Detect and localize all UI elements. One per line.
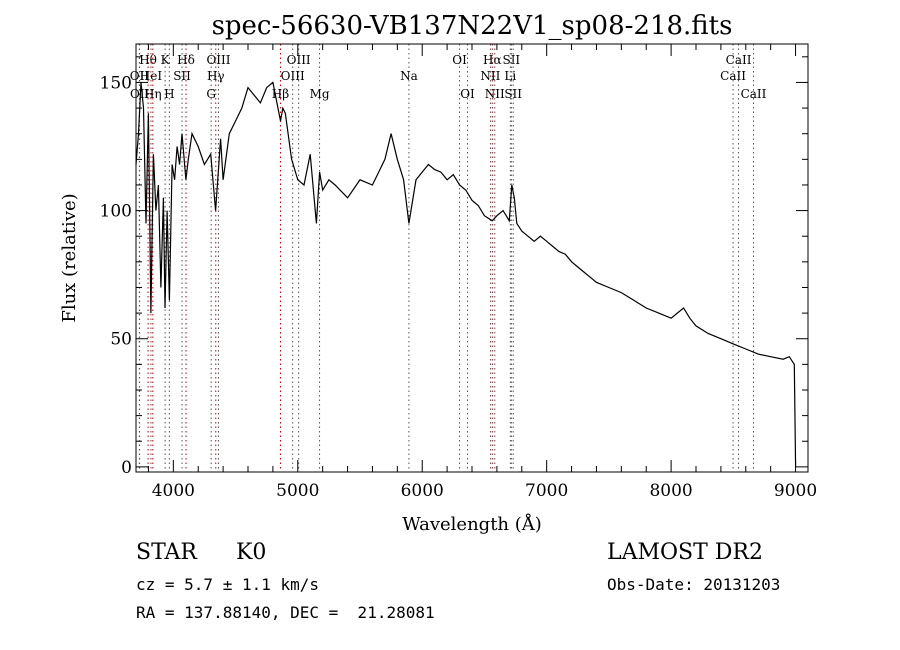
line-marker-label: OIII — [287, 53, 311, 67]
line-marker-label: Li — [504, 69, 516, 83]
y-tick-label: 0 — [121, 458, 132, 478]
spectrum-line — [135, 81, 797, 467]
line-marker-label: OIII — [281, 69, 305, 83]
x-tick-label: 4000 — [152, 481, 195, 501]
x-tick-label: 8000 — [649, 481, 692, 501]
y-tick-label: 150 — [100, 73, 132, 93]
x-axis: 4000 5000 6000 7000 8000 9000 — [147, 44, 817, 501]
line-marker-label: NII — [485, 87, 505, 101]
line-marker-label: G — [206, 87, 216, 101]
line-marker-label: NII — [480, 69, 500, 83]
redshift-readout: cz = 5.7 ± 1.1 km/s — [136, 575, 320, 594]
y-axis: 0 50 100 150 — [100, 56, 808, 478]
line-marker-label: H — [164, 87, 174, 101]
line-marker-label: HeI — [140, 69, 163, 83]
x-tick-label: 9000 — [774, 481, 817, 501]
coordinates-readout: RA = 137.88140, DEC = 21.28081 — [136, 603, 435, 622]
line-marker-label: SII — [173, 69, 191, 83]
line-marker-label: OII — [130, 87, 150, 101]
x-tick-label: 7000 — [525, 481, 568, 501]
line-marker-label: CaII — [741, 87, 767, 101]
line-marker-label: Hα — [483, 53, 502, 67]
plot-frame — [135, 43, 809, 473]
line-marker-label: Hγ — [207, 69, 225, 83]
line-marker-label: OI — [460, 87, 475, 101]
line-marker-label: Mg — [310, 87, 330, 101]
line-marker-label: SII — [504, 87, 522, 101]
line-marker-label: SII — [502, 53, 520, 67]
subclass-label: K0 — [236, 540, 267, 565]
line-marker-label: Hη — [144, 87, 162, 101]
x-tick-label: 5000 — [276, 481, 319, 501]
line-marker-label: Na — [400, 69, 418, 83]
x-axis-label: Wavelength (Å) — [402, 513, 542, 535]
x-tick-label: 6000 — [401, 481, 444, 501]
y-tick-label: 100 — [100, 202, 132, 222]
line-marker-label: Hδ — [177, 53, 195, 67]
y-tick-label: 50 — [110, 330, 132, 350]
line-marker-label: Hθ — [139, 53, 157, 67]
line-marker-label: OIII — [206, 53, 230, 67]
line-marker-label: OI — [452, 53, 467, 67]
line-marker-label: CaII — [726, 53, 752, 67]
y-axis-label: Flux (relative) — [59, 193, 80, 322]
class-label: STAR — [136, 540, 197, 565]
line-marker-label: CaII — [720, 69, 746, 83]
chart-title: spec-56630-VB137N22V1_sp08-218.fits — [212, 11, 733, 41]
line-marker-label: K — [161, 53, 171, 67]
survey-label: LAMOST DR2 — [607, 540, 763, 565]
obs-date-readout: Obs-Date: 20131203 — [607, 575, 781, 594]
